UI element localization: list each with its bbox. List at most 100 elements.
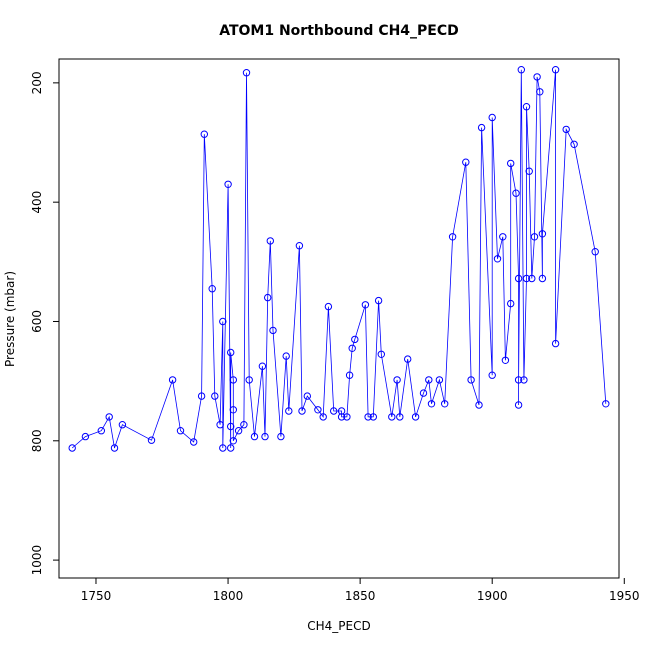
data-point [97,427,106,435]
data-point [448,233,457,241]
data-point [110,444,119,452]
data-point [562,125,570,134]
data-point [216,421,224,429]
data-point [229,437,238,445]
data-point [277,432,285,441]
data-point [351,335,359,344]
data-point [591,248,599,256]
data-point [330,407,338,415]
data-point [285,407,293,415]
data-point [488,371,496,379]
data-point [105,413,113,421]
data-point [525,167,533,175]
data-point [602,400,610,408]
data-point [118,421,127,429]
y-tick-label: 600 [30,310,44,333]
data-point [522,103,531,111]
x-tick-label: 1900 [477,589,508,603]
y-tick-label: 200 [30,71,44,94]
data-point [242,69,251,77]
data-point [227,444,235,452]
data-point [211,392,219,400]
data-point [324,302,333,311]
data-point [81,432,90,441]
y-tick-label: 800 [30,429,44,452]
x-tick-label: 1950 [609,589,640,603]
data-point [419,389,428,397]
data-point [530,233,539,241]
data-point [364,413,372,421]
data-point [477,123,486,132]
data-point [427,400,436,408]
data-point [533,73,541,81]
data-point [269,326,277,335]
data-point [200,130,209,138]
data-point [345,371,354,379]
data-point [208,285,216,293]
data-point [404,355,412,363]
data-point [536,88,544,96]
data-point [258,362,267,370]
data-point [501,356,510,364]
data-point [435,376,444,384]
y-tick-label: 400 [30,191,44,214]
data-point [319,413,327,421]
data-point [224,180,232,189]
series-lines [71,69,607,449]
data-point [343,413,351,421]
data-point [393,376,401,384]
data-point [528,274,536,283]
y-axis-label: Pressure (mbar) [3,271,17,367]
x-tick-label: 1800 [213,589,244,603]
data-point [517,66,525,74]
data-point [264,293,272,302]
data-point [377,350,385,358]
data-point [337,413,346,421]
data-point [493,255,502,263]
data-point [514,376,523,384]
data-point [520,376,528,384]
data-point [538,274,547,283]
data-point [361,301,370,309]
x-axis-label: CH4_PECD [307,619,370,633]
data-point [295,242,304,250]
data-point [190,438,198,446]
data-point [462,158,470,166]
data-point [282,352,290,360]
data-point [197,392,206,400]
chart-title: ATOM1 Northbound CH4_PECD [219,23,459,39]
x-tick-label: 1850 [345,589,376,603]
data-point [425,376,433,384]
y-tick-label: 1000 [30,545,44,576]
data-point [234,427,243,435]
data-point [411,413,420,421]
data-point [229,376,238,384]
data-point [369,413,377,421]
data-point [388,413,396,421]
axes: 1750 1800 1850 1900 1950 200 400 600 800 1000 [30,71,640,603]
data-point [250,432,259,441]
data-point [467,376,475,384]
data-point [266,237,274,245]
data-point [396,413,404,421]
data-point [245,376,253,384]
data-point [507,299,515,308]
data-point [219,444,227,452]
x-tick-label: 1750 [81,589,112,603]
data-point [570,140,578,149]
data-point [499,233,507,241]
data-point [475,401,483,409]
data-point [551,66,560,74]
data-point [219,317,227,326]
series-line [71,69,607,449]
data-point [227,348,235,357]
data-point [507,159,515,168]
data-point [298,407,306,415]
plot-frame [58,58,620,579]
data-point [538,230,547,238]
data-point [240,421,248,429]
series-points [68,66,610,452]
data-point [522,274,531,283]
